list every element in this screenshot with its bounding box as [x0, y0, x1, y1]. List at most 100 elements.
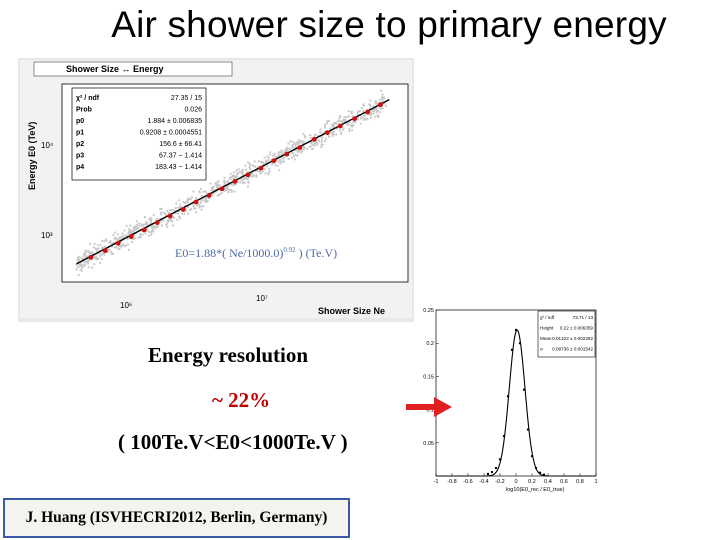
scatter-point — [338, 117, 341, 120]
scatter-point — [314, 141, 317, 144]
scatter-point — [235, 169, 238, 172]
stat-name: p4 — [76, 164, 84, 171]
scatter-point — [160, 224, 164, 227]
scatter-point — [194, 197, 198, 200]
scatter-point — [168, 208, 171, 212]
scatter-point — [146, 229, 149, 232]
scatter-point — [314, 133, 317, 136]
scatter-point — [334, 122, 337, 125]
scatter-point — [289, 140, 292, 143]
scatter-point — [218, 193, 221, 196]
stat-name: Mean — [540, 336, 552, 341]
scatter-point — [357, 110, 360, 113]
scatter-point — [151, 228, 154, 231]
scatter-point — [294, 143, 297, 146]
scatter-point — [187, 212, 190, 215]
scatter-point — [100, 253, 103, 256]
fit-point — [352, 116, 358, 122]
scatter-point — [276, 164, 279, 167]
scatter-point — [86, 262, 90, 265]
plot1-ytick-1e3: 10³ — [41, 231, 53, 240]
scatter-point — [88, 242, 92, 245]
scatter-point — [229, 172, 232, 175]
scatter-point — [88, 251, 91, 254]
scatter-point — [297, 139, 300, 142]
scatter-point — [298, 149, 301, 152]
arrow-right-icon — [406, 397, 452, 417]
scatter-point — [82, 254, 85, 258]
scatter-point — [134, 228, 137, 231]
scatter-point — [76, 266, 79, 269]
scatter-point — [342, 119, 345, 122]
scatter-point — [98, 261, 102, 264]
scatter-point — [338, 119, 341, 123]
scatter-point — [77, 259, 80, 262]
scatter-point — [323, 123, 326, 126]
scatter-point — [179, 203, 182, 206]
scatter-point — [347, 109, 350, 113]
scatter-point — [93, 263, 96, 266]
scatter-point — [380, 96, 383, 99]
scatter-point — [139, 233, 142, 236]
scatter-point — [87, 260, 90, 263]
scatter-point — [282, 160, 285, 163]
scatter-point — [216, 194, 219, 197]
data-point — [518, 342, 522, 345]
scatter-point — [246, 177, 249, 181]
plot1-xtick-1e6: 10⁶ — [120, 301, 132, 310]
scatter-point — [144, 232, 147, 235]
scatter-point — [214, 181, 217, 185]
scatter-point — [327, 119, 330, 122]
scatter-point — [183, 212, 186, 215]
scatter-point — [185, 209, 188, 212]
scatter-point — [116, 237, 119, 240]
scatter-point — [198, 204, 201, 207]
scatter-point — [298, 141, 302, 144]
scatter-point — [95, 255, 98, 258]
fit-formula: E0=1.88*( Ne/1000.0)0.92 ) (Te.V) — [168, 242, 372, 262]
scatter-point — [348, 127, 351, 130]
scatter-point — [292, 155, 295, 158]
stat-name: p3 — [76, 153, 84, 160]
data-point — [534, 466, 538, 470]
plot2-stats-box: χ² / ndf 73.71 / 13 Height 0.22 ± 0.006359 M… — [537, 310, 596, 358]
scatter-point — [105, 239, 108, 242]
fit-point — [141, 227, 147, 233]
x-tick-label: -0.4 — [479, 479, 488, 485]
scatter-point — [349, 124, 352, 127]
scatter-point — [338, 129, 341, 132]
scatter-point — [375, 109, 378, 112]
scatter-point — [156, 218, 159, 221]
scatter-point — [137, 222, 140, 225]
scatter-point — [200, 194, 203, 197]
scatter-point — [318, 140, 321, 143]
scatter-point — [80, 269, 83, 272]
data-point — [538, 471, 542, 474]
energy-resolution-label: Energy resolution — [148, 343, 309, 367]
scatter-point — [348, 129, 351, 133]
scatter-point — [374, 102, 377, 105]
stat-value: 27.35 / 15 — [171, 95, 202, 102]
scatter-point — [99, 243, 102, 246]
scatter-point — [216, 185, 219, 188]
scatter-point — [87, 258, 90, 261]
scatter-point — [269, 153, 272, 156]
scatter-point — [281, 156, 284, 159]
stat-value: 183.43 − 1.414 — [155, 164, 202, 171]
scatter-point — [191, 195, 194, 198]
scatter-point — [339, 115, 342, 118]
scatter-point — [229, 188, 233, 191]
scatter-point — [220, 191, 223, 194]
scatter-point — [205, 191, 208, 194]
scatter-point — [356, 118, 359, 121]
scatter-point — [119, 244, 122, 248]
scatter-point — [112, 233, 115, 237]
scatter-point — [203, 199, 206, 202]
scatter-point — [294, 154, 297, 157]
scatter-point — [250, 175, 254, 178]
scatter-point — [210, 189, 213, 192]
scatter-point — [218, 184, 222, 187]
scatter-point — [354, 120, 357, 123]
scatter-point — [246, 185, 250, 188]
data-point — [522, 388, 526, 391]
